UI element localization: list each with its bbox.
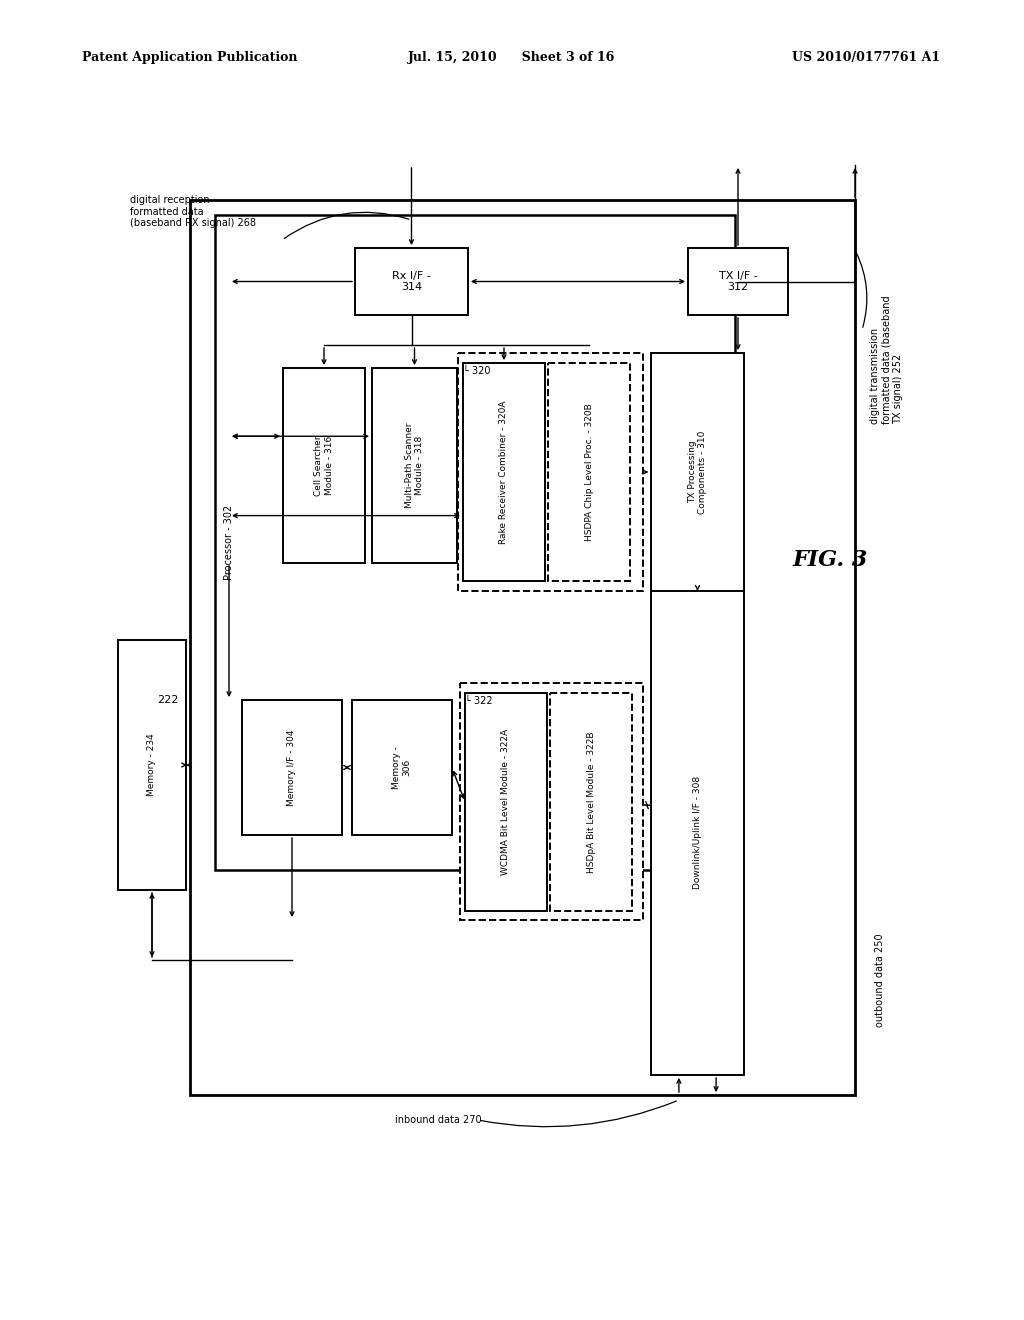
Text: digital transmission
formatted data (baseband
TX signal) 252: digital transmission formatted data (bas… xyxy=(870,296,903,424)
Bar xyxy=(651,352,744,591)
Text: Memory I/F - 304: Memory I/F - 304 xyxy=(288,729,297,805)
Bar xyxy=(372,368,457,564)
Text: inbound data 270: inbound data 270 xyxy=(395,1115,481,1125)
Text: TX Processing
Components - 310: TX Processing Components - 310 xyxy=(688,430,708,513)
Bar xyxy=(190,201,855,1096)
Text: Memory -
306: Memory - 306 xyxy=(392,746,412,789)
Bar xyxy=(355,248,468,315)
Text: 222: 222 xyxy=(157,696,178,705)
Text: digital reception
formatted data
(baseband RX signal) 268: digital reception formatted data (baseba… xyxy=(130,195,256,228)
Text: Cell Searcher
Module - 316: Cell Searcher Module - 316 xyxy=(314,436,334,496)
Bar xyxy=(550,693,632,911)
Bar xyxy=(548,363,630,581)
Bar xyxy=(458,352,643,591)
Text: Rx I/F -
314: Rx I/F - 314 xyxy=(392,271,431,292)
Text: Jul. 15, 2010  Sheet 3 of 16: Jul. 15, 2010 Sheet 3 of 16 xyxy=(409,51,615,65)
Text: Processor - 302: Processor - 302 xyxy=(224,504,234,579)
Text: └ 320: └ 320 xyxy=(463,366,490,376)
Bar xyxy=(215,215,735,870)
Bar xyxy=(242,700,342,836)
Text: Rake Receiver Combiner - 320A: Rake Receiver Combiner - 320A xyxy=(500,400,509,544)
Bar xyxy=(465,693,547,911)
Bar xyxy=(688,248,788,315)
Bar xyxy=(460,682,643,920)
Text: TX I/F -
312: TX I/F - 312 xyxy=(719,271,758,292)
Text: Multi-Path Scanner
Module - 318: Multi-Path Scanner Module - 318 xyxy=(404,422,424,508)
Text: WCDMA Bit Level Module - 322A: WCDMA Bit Level Module - 322A xyxy=(502,729,511,875)
Text: Memory - 234: Memory - 234 xyxy=(147,734,157,796)
Text: US 2010/0177761 A1: US 2010/0177761 A1 xyxy=(792,51,940,65)
Text: FIG. 3: FIG. 3 xyxy=(793,549,867,572)
Text: HSDPA Chip Level Proc. - 320B: HSDPA Chip Level Proc. - 320B xyxy=(585,403,594,541)
Bar xyxy=(118,640,186,890)
Text: outbound data 250: outbound data 250 xyxy=(874,933,885,1027)
Bar xyxy=(352,700,452,836)
Text: HSDpA Bit Level Module - 322B: HSDpA Bit Level Module - 322B xyxy=(587,731,596,873)
Text: └ 322: └ 322 xyxy=(465,696,493,706)
Bar xyxy=(463,363,545,581)
Text: Patent Application Publication: Patent Application Publication xyxy=(82,51,298,65)
Text: Downlink/Uplink I/F - 308: Downlink/Uplink I/F - 308 xyxy=(693,776,702,890)
Bar xyxy=(283,368,365,564)
Bar xyxy=(651,590,744,1074)
